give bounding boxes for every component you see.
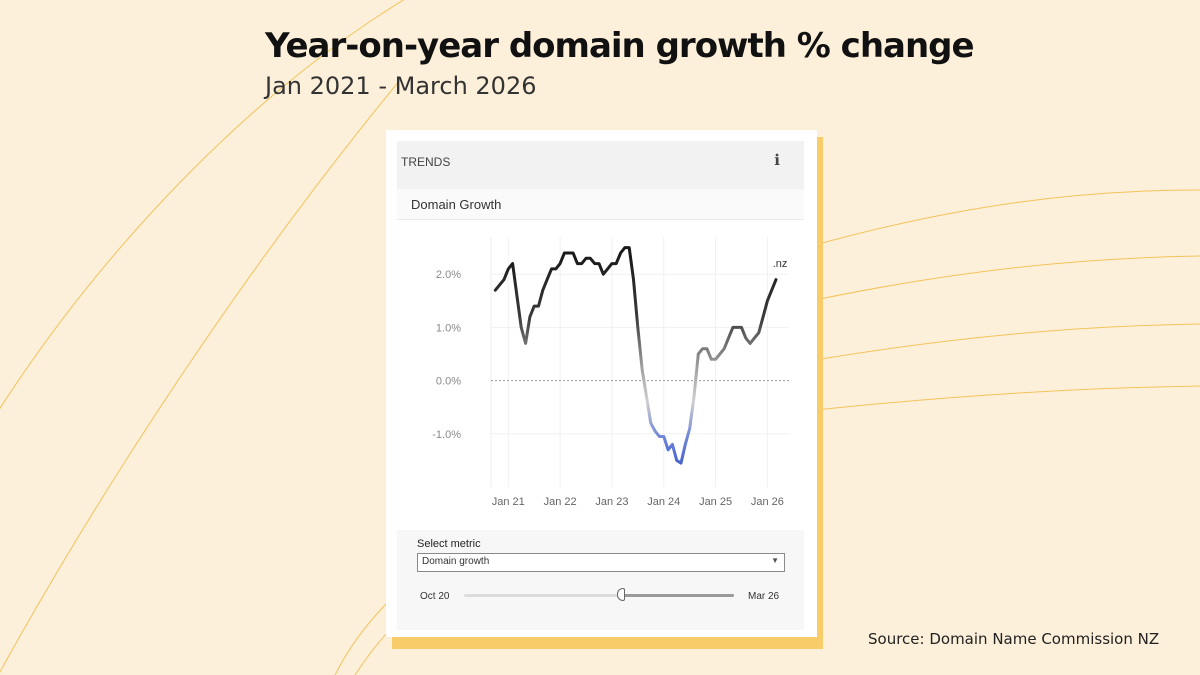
x-tick-label: Jan 21 bbox=[492, 496, 525, 508]
decorative-arc bbox=[814, 323, 1200, 361]
chart-title: Domain Growth bbox=[411, 197, 502, 212]
select-metric-label: Select metric bbox=[417, 538, 481, 550]
card-header: TRENDS ℹ bbox=[397, 141, 804, 189]
decorative-arc bbox=[0, 0, 405, 410]
x-tick-label: Jan 22 bbox=[544, 496, 577, 508]
page-subtitle: Jan 2021 - March 2026 bbox=[265, 72, 537, 100]
chevron-down-icon: ▼ bbox=[771, 556, 779, 565]
info-icon[interactable]: ℹ bbox=[774, 151, 780, 169]
decorative-arc bbox=[334, 599, 391, 675]
page-title: Year-on-year domain growth % change bbox=[265, 26, 975, 66]
chart-controls: Select metric Domain growth ▼ Oct 20 Mar… bbox=[397, 530, 804, 630]
metric-select[interactable]: Domain growth ▼ bbox=[417, 553, 785, 572]
y-tick-label: 2.0% bbox=[436, 269, 461, 281]
line-chart: Jan 21 Jan 22 Jan 23 Jan 24 Jan 25 Jan 26 -1.0… bbox=[432, 237, 789, 508]
chart-header: Domain Growth bbox=[397, 189, 804, 220]
metric-select-value: Domain growth bbox=[422, 556, 490, 567]
y-tick-label: 1.0% bbox=[436, 322, 461, 334]
decorative-arc bbox=[0, 79, 401, 673]
x-tick-label: Jan 23 bbox=[595, 496, 628, 508]
x-tick-label: Jan 26 bbox=[751, 496, 784, 508]
series-label: .nz bbox=[773, 258, 788, 270]
series-line-nz bbox=[493, 246, 778, 465]
source-note: Source: Domain Name Commission NZ bbox=[868, 630, 1160, 648]
decorative-arc bbox=[814, 385, 1200, 411]
x-tick-label: Jan 24 bbox=[647, 496, 680, 508]
range-end-label: Mar 26 bbox=[748, 591, 780, 602]
decorative-arc bbox=[814, 189, 1200, 246]
decorative-arc bbox=[814, 255, 1200, 301]
slider-handle[interactable] bbox=[616, 588, 625, 601]
x-tick-label: Jan 25 bbox=[699, 496, 732, 508]
y-tick-label: 0.0% bbox=[436, 376, 461, 388]
dashboard-card: TRENDS ℹ Domain Growth Jan 21 Jan 22 Jan 2… bbox=[386, 130, 817, 637]
slider-selected-range bbox=[620, 594, 734, 597]
trends-label: TRENDS bbox=[401, 155, 451, 169]
y-tick-label: -1.0% bbox=[432, 429, 461, 441]
date-range-slider[interactable] bbox=[464, 588, 734, 601]
range-start-label: Oct 20 bbox=[420, 591, 450, 602]
